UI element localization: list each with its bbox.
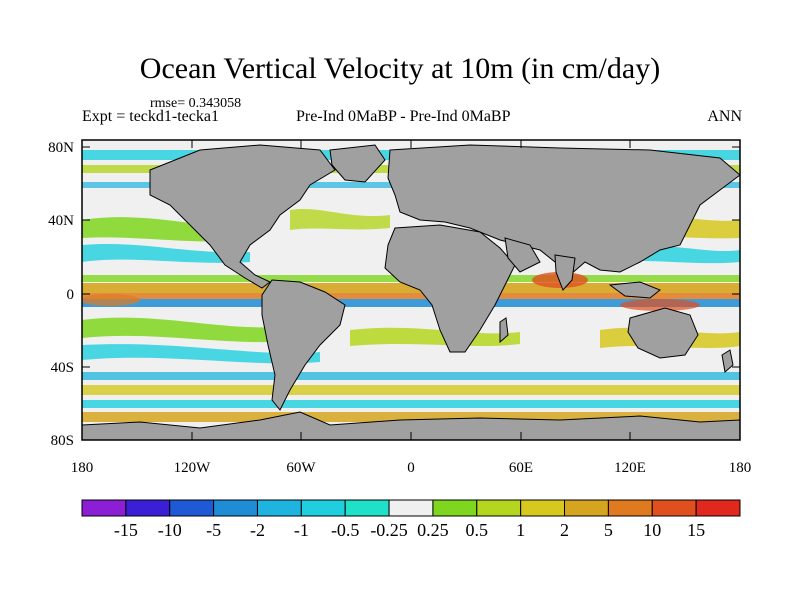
colorbar-label: 10 (643, 520, 661, 540)
colorbar-label: -15 (114, 520, 138, 540)
colorbar-swatch (607, 499, 653, 517)
se-asia-islands (608, 281, 661, 299)
lon-tick-labels: 180 120W 60W 0 60E 120E 180 (71, 460, 752, 476)
comparison-label: Pre-Ind 0MaBP - Pre-Ind 0MaBP (296, 108, 511, 125)
colorbar-swatch (651, 499, 697, 517)
colorbar-label: -0.25 (370, 520, 408, 540)
lon-tick-label: 180 (71, 460, 94, 476)
colorbar-label: -1 (294, 520, 309, 540)
lat-tick-label: 40S (51, 360, 74, 376)
india (554, 254, 576, 291)
colorbar-swatch (125, 499, 171, 517)
lon-tick-label: 120E (614, 460, 646, 476)
north-america (149, 144, 336, 289)
experiment-label: Expt = teckd1-tecka1 (82, 108, 219, 125)
colorbar-label: 15 (687, 520, 705, 540)
lon-tick-label: 120W (174, 460, 212, 476)
colorbar-swatch (564, 499, 609, 517)
map-area (82, 140, 740, 440)
colorbar-label: -10 (158, 520, 182, 540)
colorbar-label: -0.5 (331, 520, 360, 540)
eurasia (387, 144, 740, 276)
antarctica (82, 411, 740, 440)
lon-tick-label: 0 (407, 460, 415, 476)
australia (627, 307, 699, 359)
arabia (504, 237, 541, 273)
colorbar-label: -2 (250, 520, 265, 540)
colorbar-label: 0.5 (466, 520, 489, 540)
lat-tick-labels: 80N 40N 0 40S 80S (48, 140, 74, 449)
colorbar-label: 0.25 (417, 520, 449, 540)
colorbar-swatch (213, 499, 258, 517)
colorbar-swatch (81, 499, 127, 517)
madagascar (499, 317, 509, 344)
colorbar-swatch (388, 499, 434, 517)
lat-tick-label: 0 (67, 287, 75, 303)
land-masses (82, 144, 740, 440)
chart-title: Ocean Vertical Velocity at 10m (in cm/da… (139, 52, 661, 85)
colorbar-swatch (300, 499, 346, 517)
lon-tick-label: 60W (286, 460, 316, 476)
colorbar: -15 -10 -5 -2 -1 -0.5 -0.25 0.25 0.5 1 2 5 10 15 (81, 499, 741, 540)
colorbar-label: 1 (516, 520, 525, 540)
colorbar-label: 5 (604, 520, 613, 540)
africa (384, 224, 516, 353)
colorbar-swatch (344, 499, 390, 517)
colorbar-swatch (476, 499, 522, 517)
lon-axis (81, 140, 741, 440)
greenland (329, 144, 386, 183)
season-label: ANN (707, 108, 742, 125)
colorbar-swatch (256, 499, 302, 517)
south-america (261, 279, 346, 411)
colorbar-swatch (520, 499, 566, 517)
colorbar-label: 2 (560, 520, 569, 540)
lat-axis (82, 146, 740, 441)
lat-tick-label: 80N (48, 140, 74, 156)
colorbar-label: -5 (206, 520, 221, 540)
lat-tick-label: 80S (51, 433, 74, 449)
colorbar-swatch (432, 499, 478, 517)
colorbar-swatch (169, 499, 215, 517)
new-zealand (721, 349, 734, 373)
lat-tick-label: 40N (48, 213, 74, 229)
rmse-label: rmse= 0.343058 (150, 96, 242, 111)
colorbar-swatch (695, 499, 741, 517)
lon-tick-label: 180 (729, 460, 752, 476)
lon-tick-label: 60E (509, 460, 533, 476)
